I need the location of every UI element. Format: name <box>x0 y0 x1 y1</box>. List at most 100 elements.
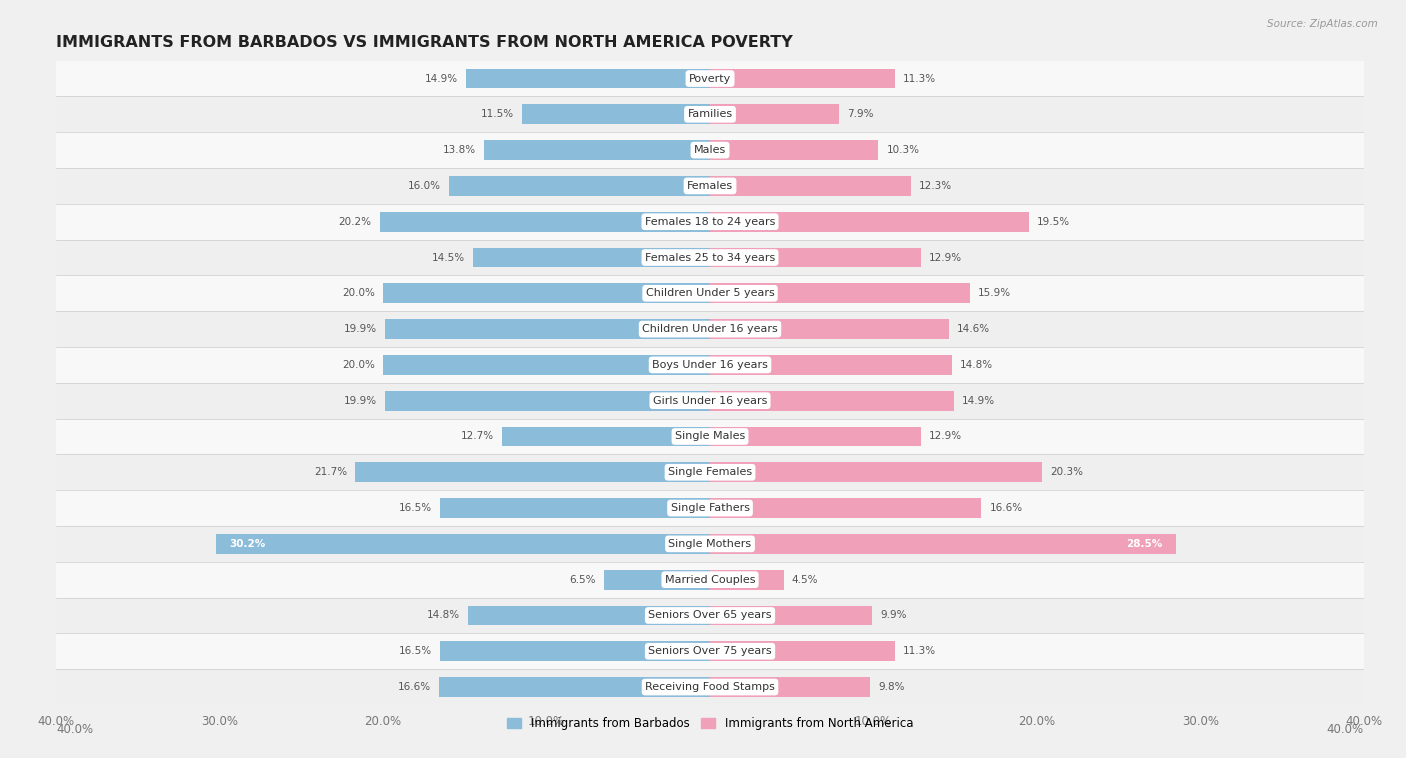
Text: 20.0%: 20.0% <box>342 288 375 299</box>
Bar <box>382 283 710 303</box>
Text: 20.0%: 20.0% <box>342 360 375 370</box>
Bar <box>710 462 1042 482</box>
FancyBboxPatch shape <box>24 490 1396 526</box>
Text: 12.3%: 12.3% <box>920 181 952 191</box>
Text: IMMIGRANTS FROM BARBADOS VS IMMIGRANTS FROM NORTH AMERICA POVERTY: IMMIGRANTS FROM BARBADOS VS IMMIGRANTS F… <box>56 35 793 50</box>
Bar <box>710 570 783 590</box>
Bar <box>449 176 710 196</box>
Bar <box>710 212 1029 231</box>
FancyBboxPatch shape <box>24 383 1396 418</box>
Text: Females 25 to 34 years: Females 25 to 34 years <box>645 252 775 262</box>
Bar <box>710 498 981 518</box>
Bar <box>380 212 710 231</box>
Bar <box>356 462 710 482</box>
FancyBboxPatch shape <box>24 526 1396 562</box>
Text: 16.6%: 16.6% <box>398 682 430 692</box>
Text: 12.9%: 12.9% <box>929 252 962 262</box>
Text: 15.9%: 15.9% <box>979 288 1011 299</box>
Text: Children Under 5 years: Children Under 5 years <box>645 288 775 299</box>
FancyBboxPatch shape <box>24 418 1396 454</box>
Text: 10.3%: 10.3% <box>887 145 920 155</box>
Text: 16.6%: 16.6% <box>990 503 1022 513</box>
Text: 6.5%: 6.5% <box>569 575 596 584</box>
Text: 9.9%: 9.9% <box>880 610 907 621</box>
Text: 11.5%: 11.5% <box>481 109 515 119</box>
Text: 19.5%: 19.5% <box>1038 217 1070 227</box>
Text: 14.8%: 14.8% <box>960 360 993 370</box>
Bar <box>603 570 710 590</box>
Text: Children Under 16 years: Children Under 16 years <box>643 324 778 334</box>
Text: Receiving Food Stamps: Receiving Food Stamps <box>645 682 775 692</box>
Bar <box>710 427 921 446</box>
Bar <box>467 69 710 89</box>
Text: 19.9%: 19.9% <box>343 396 377 406</box>
Bar <box>382 355 710 374</box>
FancyBboxPatch shape <box>24 204 1396 240</box>
Text: Seniors Over 65 years: Seniors Over 65 years <box>648 610 772 621</box>
Text: 14.6%: 14.6% <box>957 324 990 334</box>
Bar <box>710 606 872 625</box>
FancyBboxPatch shape <box>24 634 1396 669</box>
Bar <box>385 319 710 339</box>
Bar <box>710 140 879 160</box>
Bar <box>710 355 952 374</box>
FancyBboxPatch shape <box>24 562 1396 597</box>
Bar <box>710 534 1175 553</box>
Text: 11.3%: 11.3% <box>903 647 936 656</box>
Text: 11.3%: 11.3% <box>903 74 936 83</box>
Text: Single Females: Single Females <box>668 467 752 478</box>
Text: Girls Under 16 years: Girls Under 16 years <box>652 396 768 406</box>
Text: Boys Under 16 years: Boys Under 16 years <box>652 360 768 370</box>
Bar <box>472 248 710 268</box>
FancyBboxPatch shape <box>24 96 1396 132</box>
Text: Poverty: Poverty <box>689 74 731 83</box>
Text: Families: Families <box>688 109 733 119</box>
Bar <box>440 641 710 661</box>
Text: 14.9%: 14.9% <box>962 396 995 406</box>
Text: 12.7%: 12.7% <box>461 431 495 441</box>
Text: 40.0%: 40.0% <box>1327 723 1364 737</box>
Text: 14.9%: 14.9% <box>425 74 458 83</box>
Bar <box>710 105 839 124</box>
FancyBboxPatch shape <box>24 669 1396 705</box>
Bar <box>385 391 710 411</box>
Text: 20.3%: 20.3% <box>1050 467 1083 478</box>
Bar <box>502 427 710 446</box>
Text: Males: Males <box>695 145 725 155</box>
Bar <box>710 641 894 661</box>
Bar <box>710 69 894 89</box>
Bar <box>440 498 710 518</box>
Bar <box>710 677 870 697</box>
Text: 21.7%: 21.7% <box>314 467 347 478</box>
Text: 30.2%: 30.2% <box>229 539 266 549</box>
Bar <box>217 534 710 553</box>
FancyBboxPatch shape <box>24 132 1396 168</box>
FancyBboxPatch shape <box>24 597 1396 634</box>
Text: Married Couples: Married Couples <box>665 575 755 584</box>
Text: 4.5%: 4.5% <box>792 575 818 584</box>
Bar <box>439 677 710 697</box>
Bar <box>485 140 710 160</box>
Text: 16.0%: 16.0% <box>408 181 440 191</box>
Text: 19.9%: 19.9% <box>343 324 377 334</box>
FancyBboxPatch shape <box>24 312 1396 347</box>
Text: 16.5%: 16.5% <box>399 647 432 656</box>
Bar <box>710 319 949 339</box>
Text: 9.8%: 9.8% <box>879 682 905 692</box>
Text: 16.5%: 16.5% <box>399 503 432 513</box>
Text: 20.2%: 20.2% <box>339 217 371 227</box>
Bar <box>522 105 710 124</box>
FancyBboxPatch shape <box>24 240 1396 275</box>
Bar <box>710 248 921 268</box>
Text: 13.8%: 13.8% <box>443 145 477 155</box>
FancyBboxPatch shape <box>24 454 1396 490</box>
Text: 14.5%: 14.5% <box>432 252 465 262</box>
Bar <box>710 283 970 303</box>
Text: 14.8%: 14.8% <box>427 610 460 621</box>
Bar <box>710 176 911 196</box>
Text: Females 18 to 24 years: Females 18 to 24 years <box>645 217 775 227</box>
Legend: Immigrants from Barbados, Immigrants from North America: Immigrants from Barbados, Immigrants fro… <box>502 712 918 735</box>
Text: 28.5%: 28.5% <box>1126 539 1163 549</box>
FancyBboxPatch shape <box>24 168 1396 204</box>
FancyBboxPatch shape <box>24 275 1396 312</box>
